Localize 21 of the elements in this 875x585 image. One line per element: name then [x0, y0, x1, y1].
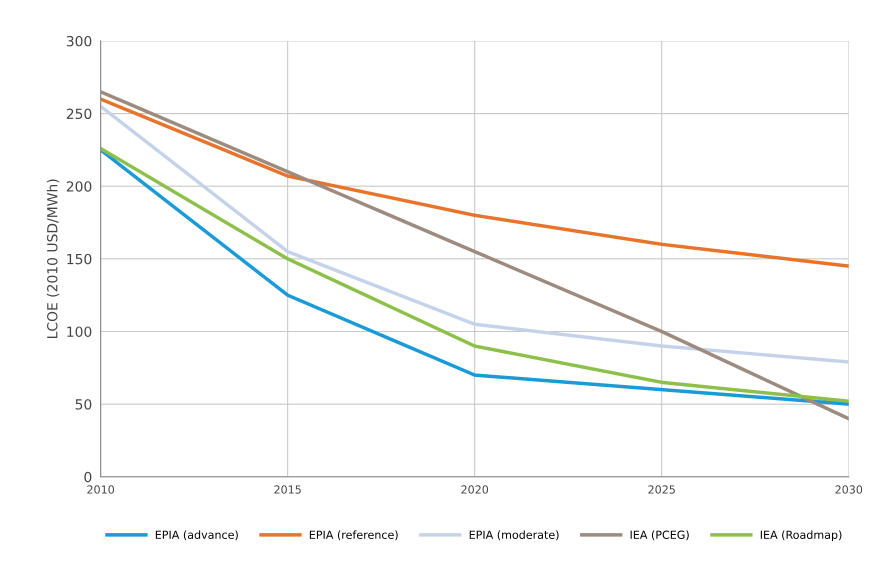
- line-series: [100, 90, 849, 420]
- y-tick-label: 100: [67, 326, 92, 337]
- legend-label: EPIA (advance): [156, 530, 238, 540]
- legend-label: EPIA (reference): [310, 530, 398, 540]
- x-tick-label: 2025: [648, 485, 675, 494]
- x-tick-label: 2010: [87, 485, 114, 494]
- legend-label: IEA (Roadmap): [760, 530, 842, 542]
- legend-label: EPIA (moderate): [470, 530, 559, 540]
- y-tick-label: 200: [66, 181, 92, 192]
- y-tick-label: 300: [66, 36, 92, 46]
- line-series: [100, 97, 849, 268]
- y-axis-title: LCOE (2010 USD/MWh): [46, 180, 60, 338]
- y-tick-label: 50: [76, 399, 92, 410]
- x-tick-label: 2020: [461, 485, 488, 494]
- line-series: [100, 104, 849, 364]
- x-tick-label: 2015: [274, 485, 301, 494]
- legend-label: IEA (PCEG): [630, 530, 689, 540]
- x-tick-label: 2030: [835, 485, 862, 494]
- y-tick-label: 150: [67, 254, 92, 264]
- y-tick-label: 0: [84, 472, 92, 482]
- y-tick-label: 250: [66, 108, 92, 120]
